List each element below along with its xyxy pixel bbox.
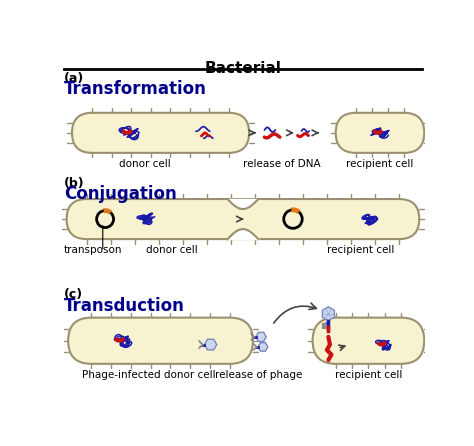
Text: recipient cell: recipient cell [346, 159, 414, 169]
Text: (c): (c) [64, 289, 83, 301]
Text: release of DNA: release of DNA [243, 159, 321, 169]
Text: Transformation: Transformation [64, 80, 207, 99]
Text: transposon: transposon [64, 245, 122, 255]
FancyBboxPatch shape [313, 318, 424, 364]
Polygon shape [322, 307, 334, 321]
Text: donor cell: donor cell [146, 245, 198, 255]
Text: donor cell: donor cell [119, 159, 171, 169]
FancyBboxPatch shape [68, 318, 253, 364]
Text: (b): (b) [64, 177, 85, 190]
FancyBboxPatch shape [72, 113, 249, 153]
Polygon shape [204, 339, 217, 350]
FancyArrowPatch shape [274, 303, 316, 323]
Bar [228, 199, 258, 239]
Text: Bacterial: Bacterial [204, 61, 282, 76]
Text: Conjugation: Conjugation [64, 185, 177, 203]
Text: recipient cell: recipient cell [335, 370, 402, 380]
FancyBboxPatch shape [66, 199, 419, 239]
FancyBboxPatch shape [336, 113, 424, 153]
Text: Phage-infected donor cell: Phage-infected donor cell [82, 370, 216, 380]
Polygon shape [256, 332, 266, 342]
Text: release of phage: release of phage [215, 370, 303, 380]
Text: Transduction: Transduction [64, 297, 185, 315]
Polygon shape [258, 343, 268, 351]
Text: recipient cell: recipient cell [327, 245, 394, 255]
Text: (a): (a) [64, 72, 84, 85]
